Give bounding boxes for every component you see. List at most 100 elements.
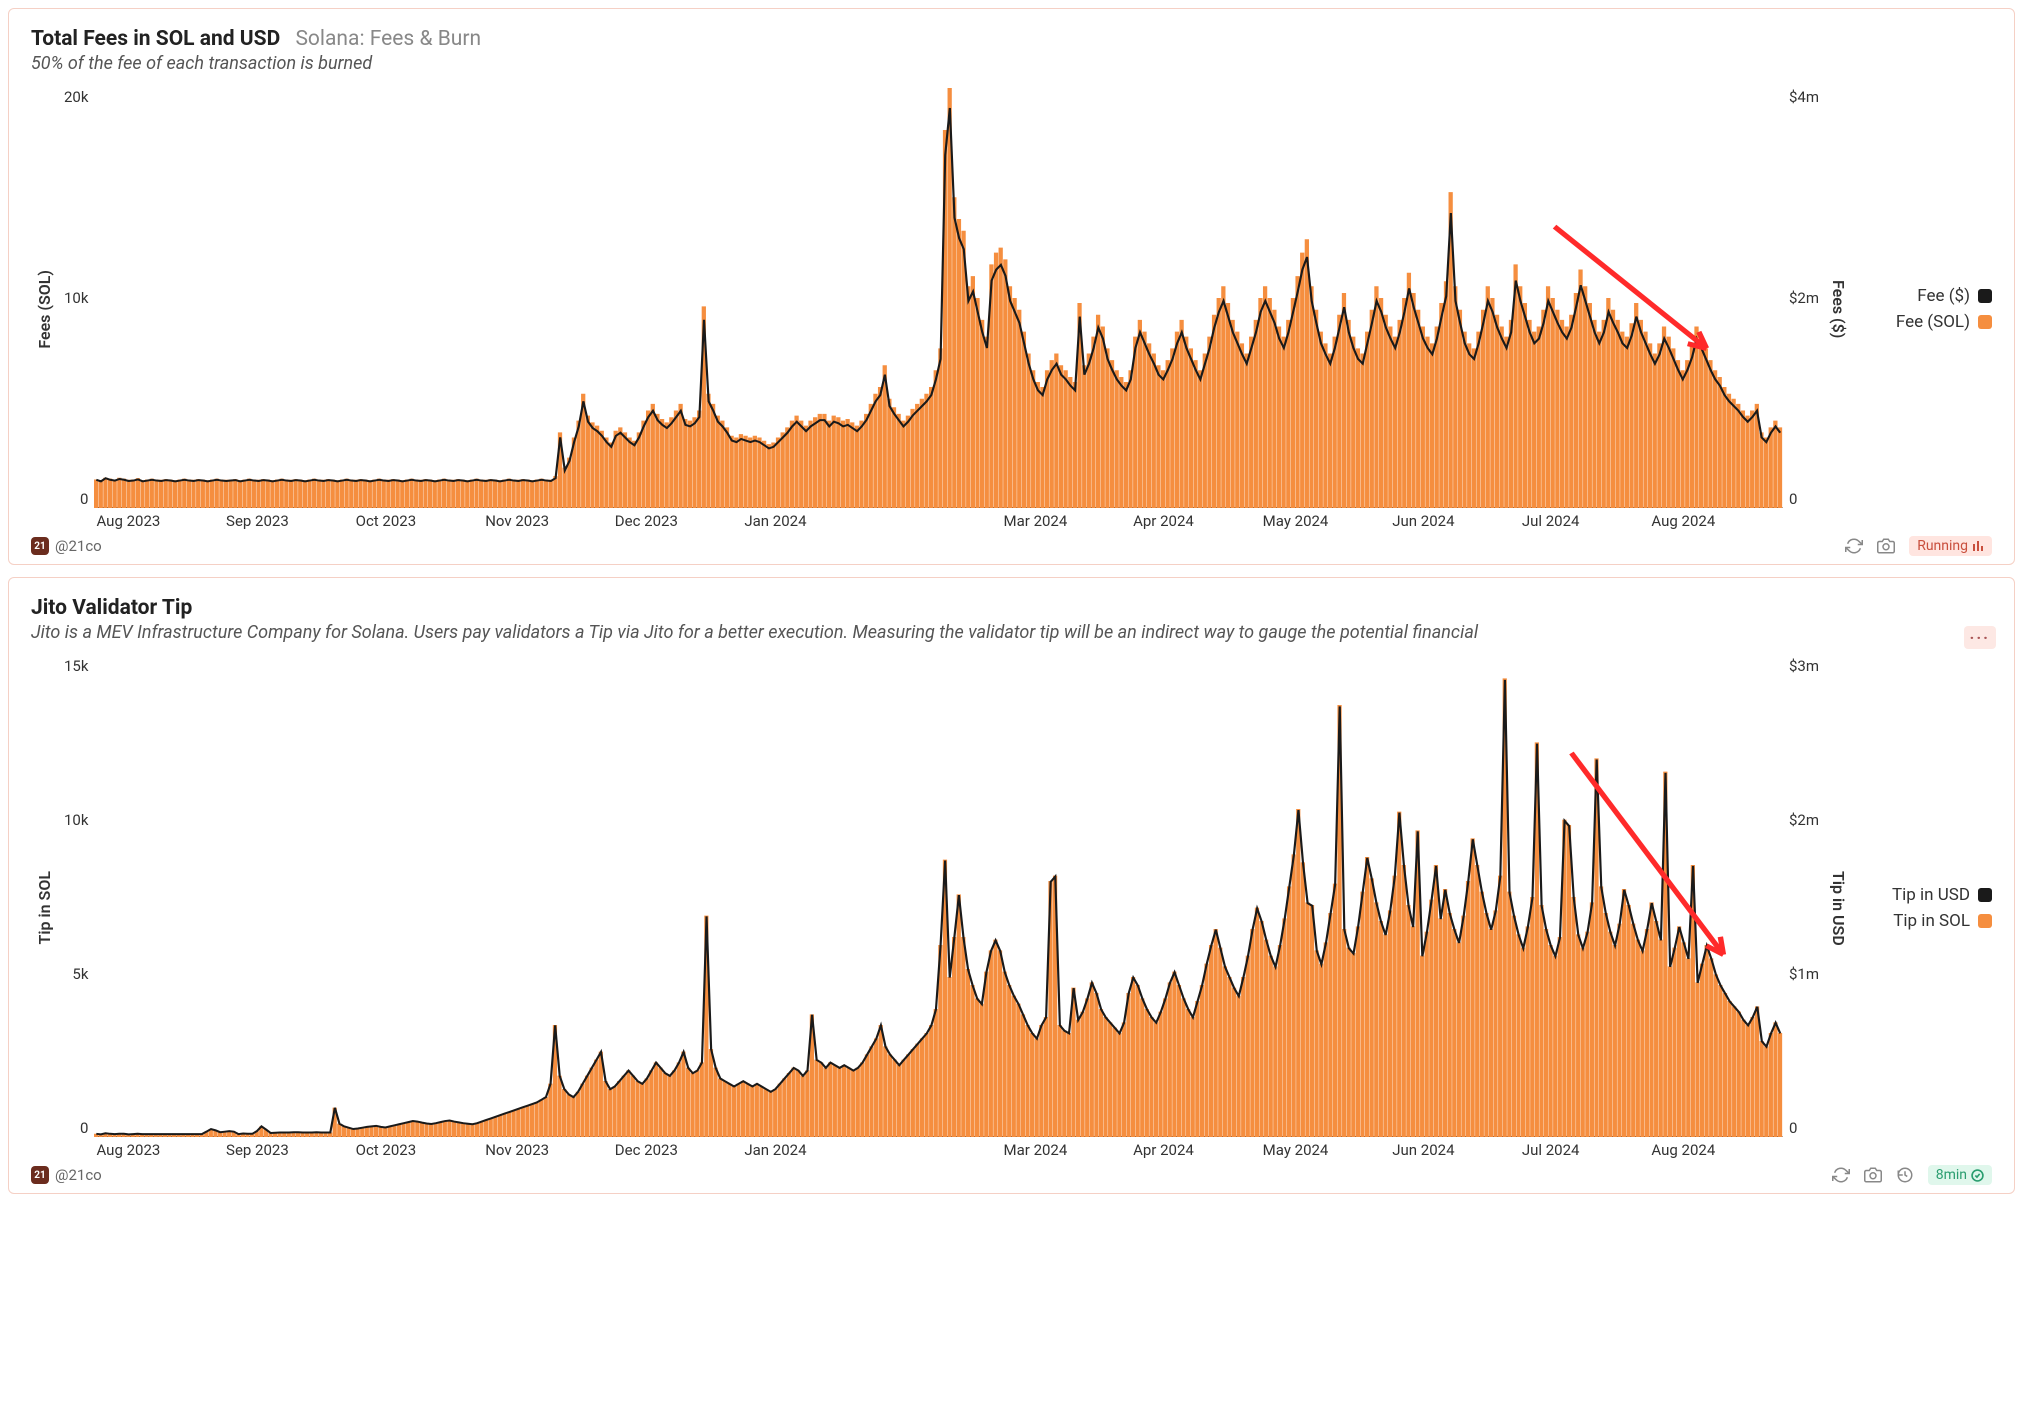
y-left-label: Fees (SOL) [31,270,58,349]
status-running-text: Running [1917,538,1968,554]
attribution[interactable]: 21 @21co [31,537,102,555]
panel-title: Total Fees in SOL and USD [31,27,280,51]
x-tick: Jul 2024 [1522,1141,1652,1159]
axis-tick: $3m [1789,657,1819,675]
axis-tick: 0 [64,490,88,508]
camera-icon[interactable] [1877,537,1895,555]
axis-tick: 0 [1789,490,1819,508]
chart-wrap: Fees (SOL) 20k 10k 0 Aug 2023Sep 2023Oct 2… [31,88,1992,530]
attr-badge-icon: 21 [31,1166,49,1184]
bar-series [94,88,1782,508]
axis-tick: $1m [1789,965,1819,983]
y-right-axis: $4m $2m 0 [1783,88,1825,508]
y-left-axis: 15k 10k 5k 0 [58,657,94,1137]
footer-actions: 8min [1832,1165,1992,1185]
panel-title: Jito Validator Tip [31,596,192,620]
x-tick: Jun 2024 [1392,512,1522,530]
legend-swatch [1978,315,1992,329]
legend-label: Tip in USD [1892,885,1970,905]
axis-tick: 20k [64,88,88,106]
axis-tick: $4m [1789,88,1819,106]
running-bars-icon [1972,540,1984,552]
bar-series [94,678,1782,1137]
panel-title-line: Total Fees in SOL and USD Solana: Fees &… [31,27,1992,51]
axis-tick: $2m [1789,289,1819,307]
chart-legend: Tip in USD Tip in SOL [1852,657,1992,1159]
x-tick: Jan 2024 [744,1141,874,1159]
y-left-axis: 20k 10k 0 [58,88,94,508]
x-tick [874,1141,1004,1159]
legend-item[interactable]: Tip in SOL [1872,911,1992,931]
legend-swatch [1978,914,1992,928]
x-tick: Nov 2023 [485,512,615,530]
x-tick: Nov 2023 [485,1141,615,1159]
refresh-icon[interactable] [1832,1166,1850,1184]
y-left-label: Tip in SOL [31,871,58,944]
chart-svg [94,657,1783,1137]
camera-icon[interactable] [1864,1166,1882,1184]
chart-wrap: Tip in SOL 15k 10k 5k 0 Aug 2023Sep 2023Oct… [31,657,1992,1159]
x-tick: Dec 2023 [615,1141,745,1159]
x-tick: Mar 2024 [1004,1141,1134,1159]
x-tick: Jul 2024 [1522,512,1652,530]
panel-subtitle: Jito is a MEV Infrastructure Company for… [31,622,1992,643]
status-running-badge: Running [1909,536,1992,556]
status-time-text: 8min [1936,1167,1967,1183]
panel-header: Total Fees in SOL and USD Solana: Fees &… [31,27,1992,74]
x-tick: Oct 2023 [356,512,486,530]
panel-footer: 21 @21co Running [31,536,1992,556]
x-tick: Mar 2024 [1004,512,1134,530]
x-tick: Sep 2023 [226,512,356,530]
more-button[interactable]: ··· [1964,626,1996,649]
axis-tick: 0 [64,1119,88,1137]
x-axis: Aug 2023Sep 2023Oct 2023Nov 2023Dec 2023… [94,508,1783,530]
y-right-label: Tip in USD [1825,871,1852,946]
legend-item[interactable]: Fee ($) [1872,286,1992,306]
attr-text: @21co [55,537,102,555]
legend-label: Tip in SOL [1893,911,1970,931]
x-tick: May 2024 [1263,1141,1393,1159]
refresh-icon[interactable] [1845,537,1863,555]
axis-tick: 0 [1789,1119,1819,1137]
y-right-label: Fees ($) [1825,280,1852,338]
attr-badge-icon: 21 [31,537,49,555]
attr-text: @21co [55,1166,102,1184]
x-tick: Apr 2024 [1133,512,1263,530]
panel-title-line: Jito Validator Tip [31,596,1992,620]
status-time-badge: 8min [1928,1165,1992,1185]
legend-item[interactable]: Tip in USD [1872,885,1992,905]
x-tick: Aug 2023 [96,512,226,530]
x-tick: Aug 2024 [1651,512,1781,530]
jito-panel: Jito Validator Tip Jito is a MEV Infrast… [8,577,2015,1194]
x-tick: Aug 2023 [96,1141,226,1159]
x-tick: Jun 2024 [1392,1141,1522,1159]
x-tick: May 2024 [1263,512,1393,530]
panel-subtitle: 50% of the fee of each transaction is bu… [31,53,1992,74]
chart-svg [94,88,1783,508]
x-tick: Oct 2023 [356,1141,486,1159]
plot-area[interactable]: Aug 2023Sep 2023Oct 2023Nov 2023Dec 2023… [94,88,1783,530]
axis-tick: 5k [64,965,88,983]
panel-footer: 21 @21co 8min [31,1165,1992,1185]
axis-tick: 10k [64,289,88,307]
legend-swatch [1978,289,1992,303]
panel-header: Jito Validator Tip Jito is a MEV Infrast… [31,596,1992,643]
plot-area[interactable]: Aug 2023Sep 2023Oct 2023Nov 2023Dec 2023… [94,657,1783,1159]
footer-actions: Running [1845,536,1992,556]
axis-tick: 10k [64,811,88,829]
axis-tick: $2m [1789,811,1819,829]
legend-item[interactable]: Fee (SOL) [1872,312,1992,332]
history-icon[interactable] [1896,1166,1914,1184]
chart-legend: Fee ($) Fee (SOL) [1852,88,1992,530]
x-tick [874,512,1004,530]
legend-label: Fee (SOL) [1896,312,1970,332]
attribution[interactable]: 21 @21co [31,1166,102,1184]
check-icon [1971,1169,1984,1182]
panel-title-suffix: Solana: Fees & Burn [295,27,481,51]
x-tick: Apr 2024 [1133,1141,1263,1159]
legend-label: Fee ($) [1917,286,1970,306]
x-tick: Jan 2024 [744,512,874,530]
x-axis: Aug 2023Sep 2023Oct 2023Nov 2023Dec 2023… [94,1137,1783,1159]
axis-tick: 15k [64,657,88,675]
legend-swatch [1978,888,1992,902]
